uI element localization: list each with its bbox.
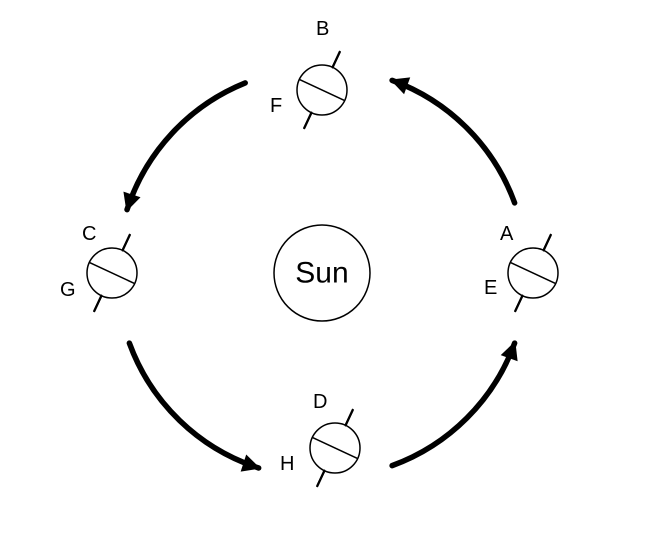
earth-label: H <box>280 453 294 475</box>
earth-label: F <box>270 95 282 117</box>
sun-label: Sun <box>295 257 348 290</box>
earth-label: D <box>313 391 327 413</box>
earth-label: G <box>60 279 76 301</box>
earth-label: C <box>82 223 96 245</box>
earth-label: E <box>484 277 497 299</box>
earth-label: A <box>500 223 514 245</box>
earth-label: B <box>316 18 329 40</box>
